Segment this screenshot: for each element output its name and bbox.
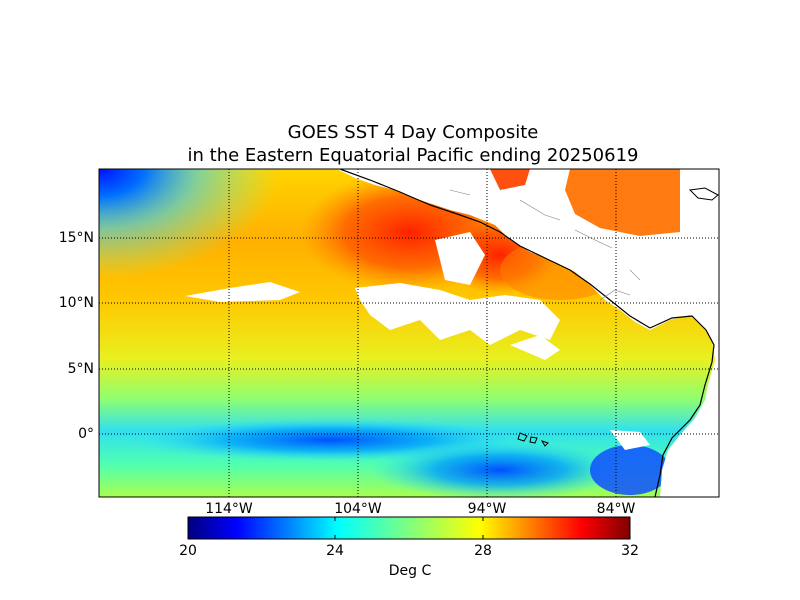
lat-label-15n: 15°N xyxy=(58,230,94,246)
lat-label-10n: 10°N xyxy=(58,295,94,311)
colorbar xyxy=(187,516,631,540)
colorbar-tick-24: 24 xyxy=(326,543,344,559)
colorbar-label: Deg C xyxy=(388,563,432,579)
colorbar-tick-28: 28 xyxy=(474,543,492,559)
lat-label-0: 0° xyxy=(78,426,94,442)
colorbar-tick-32: 32 xyxy=(621,543,639,559)
lon-label-94w: 94°W xyxy=(467,501,507,517)
sst-field xyxy=(99,169,719,497)
chart-title-line1: GOES SST 4 Day Composite xyxy=(287,122,539,143)
graticule xyxy=(99,169,719,497)
colorbar-ticks xyxy=(334,517,484,539)
lon-label-114w: 114°W xyxy=(205,501,253,517)
colorbar-tick-20: 20 xyxy=(179,543,197,559)
lon-label-84w: 84°W xyxy=(596,501,636,517)
map-frame xyxy=(98,168,720,498)
lat-label-5n: 5°N xyxy=(67,361,94,377)
lon-label-104w: 104°W xyxy=(334,501,382,517)
chart-title-line2: in the Eastern Equatorial Pacific ending… xyxy=(187,145,639,166)
